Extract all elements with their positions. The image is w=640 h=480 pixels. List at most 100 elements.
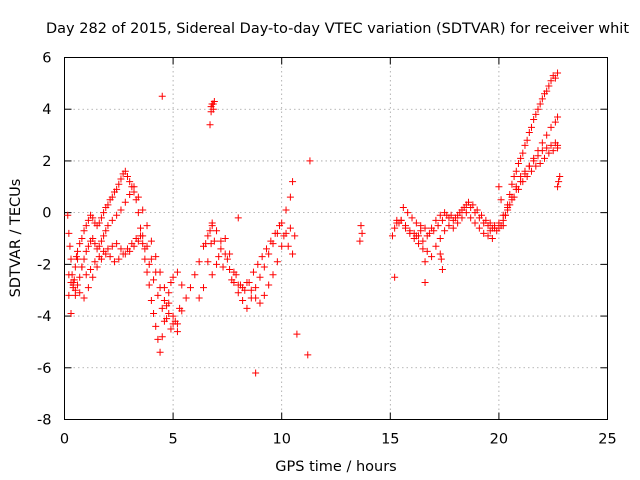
data-point: [243, 304, 251, 312]
data-point: [499, 211, 507, 219]
data-point: [169, 312, 177, 320]
data-point: [232, 271, 240, 279]
data-point: [117, 175, 125, 183]
data-point: [130, 183, 138, 191]
data-point: [236, 281, 244, 289]
data-point: [84, 242, 92, 250]
data-point: [286, 224, 294, 232]
data-point: [419, 245, 427, 253]
data-point: [93, 263, 101, 271]
data-point: [91, 258, 99, 266]
data-point: [67, 255, 75, 263]
data-point: [441, 227, 449, 235]
data-point: [252, 284, 260, 292]
data-point: [543, 131, 551, 139]
x-tick-label: 10: [272, 432, 290, 448]
data-point: [167, 325, 175, 333]
data-point: [191, 271, 199, 279]
data-point: [425, 229, 433, 237]
data-point: [534, 152, 542, 160]
data-point: [74, 281, 82, 289]
data-point: [555, 178, 563, 186]
data-point: [521, 141, 529, 149]
data-point: [517, 154, 525, 162]
data-point: [145, 281, 153, 289]
data-point: [65, 291, 73, 299]
data-point: [100, 209, 108, 217]
data-point: [432, 242, 440, 250]
data-point: [128, 240, 136, 248]
data-point: [139, 206, 147, 214]
data-point: [97, 255, 105, 263]
data-point: [165, 289, 173, 297]
data-point: [278, 242, 286, 250]
data-point: [182, 294, 190, 302]
data-point: [74, 247, 82, 255]
data-point: [134, 209, 142, 217]
data-point: [104, 245, 112, 253]
data-point: [554, 183, 562, 191]
data-point: [89, 214, 97, 222]
data-point: [173, 328, 181, 336]
data-point: [254, 260, 262, 268]
data-point: [538, 95, 546, 103]
data-point: [269, 271, 277, 279]
data-point: [276, 222, 284, 230]
data-point: [437, 255, 445, 263]
data-point: [82, 271, 90, 279]
data-point: [134, 193, 142, 201]
data-point: [213, 260, 221, 268]
y-tick-label: -4: [37, 309, 51, 325]
data-point: [545, 149, 553, 157]
data-point: [141, 255, 149, 263]
x-tick-label: 25: [598, 432, 616, 448]
data-point: [273, 258, 281, 266]
data-point: [121, 198, 129, 206]
data-point: [84, 216, 92, 224]
data-point: [523, 136, 531, 144]
data-point: [76, 289, 84, 297]
data-point: [480, 229, 488, 237]
data-point: [286, 193, 294, 201]
data-point: [438, 216, 446, 224]
data-point: [206, 121, 214, 129]
data-point: [89, 273, 97, 281]
data-point: [150, 276, 158, 284]
data-point: [76, 273, 84, 281]
data-point: [115, 255, 123, 263]
data-point: [100, 232, 108, 240]
data-point: [178, 281, 186, 289]
data-point: [458, 214, 466, 222]
data-point: [471, 219, 479, 227]
y-tick-label: -6: [37, 361, 51, 377]
data-point: [482, 216, 490, 224]
data-point: [445, 222, 453, 230]
data-point: [260, 263, 268, 271]
data-point: [554, 113, 562, 121]
data-point: [451, 214, 459, 222]
data-point: [357, 222, 365, 230]
data-point: [532, 110, 540, 118]
data-point: [213, 227, 221, 235]
data-point: [165, 299, 173, 307]
data-point: [478, 211, 486, 219]
data-point: [541, 154, 549, 162]
data-point: [519, 149, 527, 157]
data-point: [69, 278, 77, 286]
data-point: [65, 229, 73, 237]
data-point: [391, 224, 399, 232]
data-point: [165, 309, 173, 317]
data-point: [145, 260, 153, 268]
data-point: [551, 118, 559, 126]
data-point: [421, 224, 429, 232]
y-tick-label: 4: [42, 102, 51, 118]
data-point: [265, 250, 273, 258]
x-tick-label: 15: [381, 432, 399, 448]
data-point: [147, 297, 155, 305]
data-point: [208, 100, 216, 108]
data-point: [113, 240, 121, 248]
data-point: [78, 235, 86, 242]
data-point: [200, 284, 208, 292]
y-tick-label: -2: [37, 257, 51, 273]
data-point: [388, 232, 396, 240]
